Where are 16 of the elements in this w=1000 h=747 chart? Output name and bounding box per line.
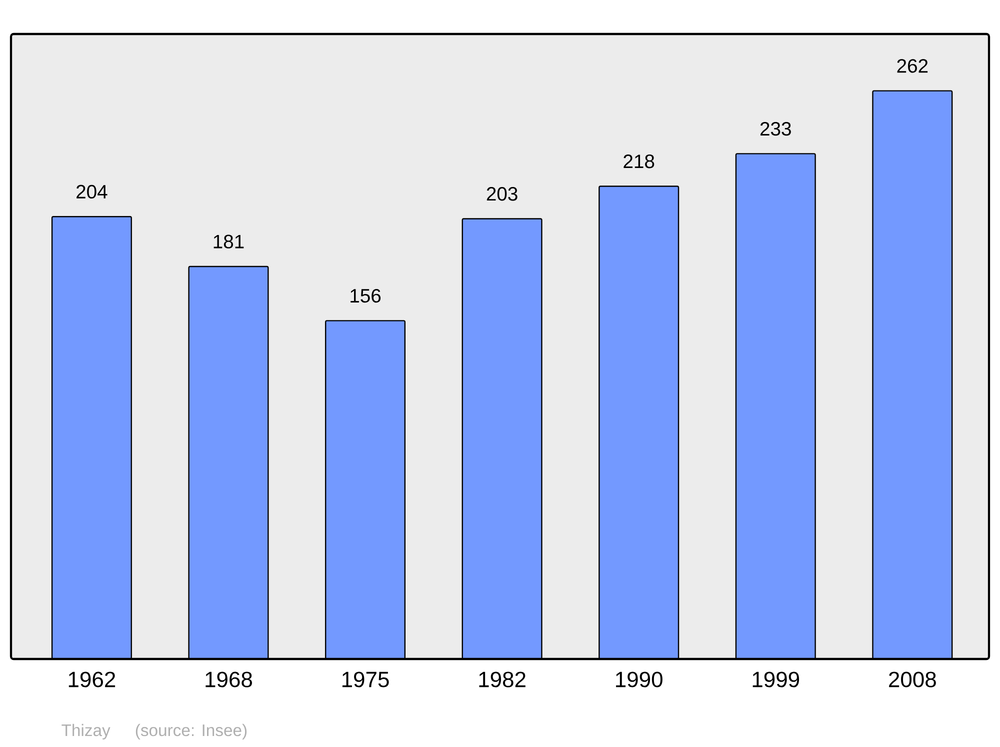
x-tick-label: 1990	[616, 672, 662, 688]
data-label: 203	[486, 187, 518, 201]
x-tick-label: 1999	[752, 672, 800, 688]
data-label: 156	[350, 288, 381, 303]
x-tick-label: 1968	[206, 672, 252, 688]
data-label: 204	[76, 184, 108, 199]
text: Thizay	[62, 724, 110, 740]
x-tick-label: 1975	[342, 672, 389, 688]
x-tick-label: 1982	[479, 672, 526, 688]
data-label: 233	[760, 122, 791, 136]
data-label: 181	[214, 234, 244, 248]
data-label: 218	[624, 154, 654, 168]
data-label: 262	[897, 59, 928, 73]
x-tick-label: 2008	[889, 672, 936, 688]
x-tick-label: 1962	[68, 672, 116, 688]
text: (source: Insee)	[136, 724, 247, 740]
